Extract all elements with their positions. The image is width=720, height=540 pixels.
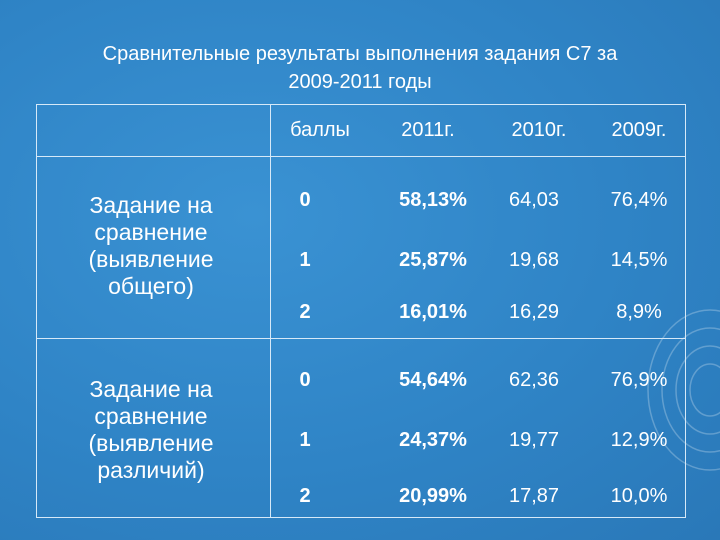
grid-line [36, 156, 686, 157]
score-cell: 1 [299, 248, 311, 271]
slide-title-line-2: 2009-2011 годы [288, 71, 432, 93]
value-2009-cell: 12,9% [610, 428, 668, 451]
grid-line [270, 104, 271, 518]
value-2009-cell: 8,9% [616, 300, 662, 323]
value-2011-cell: 58,13% [399, 188, 467, 211]
grid-line [36, 104, 37, 518]
header-empty [36, 110, 270, 150]
value-2010-cell: 19,77 [508, 428, 560, 451]
value-2009-cell: 76,4% [610, 188, 668, 211]
score-cell: 1 [299, 428, 311, 451]
value-2011-cell: 54,64% [399, 368, 467, 391]
header-2009: 2009г. [611, 118, 667, 141]
header-score: баллы [290, 118, 350, 141]
slide-title: Сравнительные результаты выполнения зада… [30, 40, 690, 96]
grid-line [685, 104, 686, 518]
value-2011-cell: 16,01% [399, 300, 467, 323]
value-2011-cell: 24,37% [399, 428, 467, 451]
score-cell: 2 [299, 484, 311, 507]
value-2009-cell: 76,9% [610, 368, 668, 391]
grid-line [36, 338, 686, 339]
value-2010-cell: 62,36 [508, 368, 560, 391]
task-label: Задание на сравнение (выявление общего) [88, 192, 214, 299]
value-2010-cell: 19,68 [508, 248, 560, 271]
value-2011-cell: 25,87% [399, 248, 467, 271]
value-2010-cell: 17,87 [508, 484, 560, 507]
decorative-swirl [647, 309, 720, 471]
slide-title-line-1: Сравнительные результаты выполнения зада… [102, 43, 618, 65]
grid-line [36, 517, 686, 518]
score-cell: 0 [299, 188, 311, 211]
results-table: баллы 2011г. 2010г. 2009г. Задание на сравне… [36, 104, 686, 518]
task-label: Задание на сравнение (выявление различий… [88, 376, 214, 483]
value-2009-cell: 10,0% [610, 484, 668, 507]
header-2011: 2011г. [401, 118, 455, 141]
score-cell: 2 [299, 300, 311, 323]
header-2010: 2010г. [511, 118, 567, 141]
grid-line [36, 104, 686, 105]
value-2009-cell: 14,5% [610, 248, 668, 271]
value-2011-cell: 20,99% [399, 484, 467, 507]
value-2010-cell: 16,29 [508, 300, 560, 323]
score-cell: 0 [299, 368, 311, 391]
value-2010-cell: 64,03 [508, 188, 560, 211]
